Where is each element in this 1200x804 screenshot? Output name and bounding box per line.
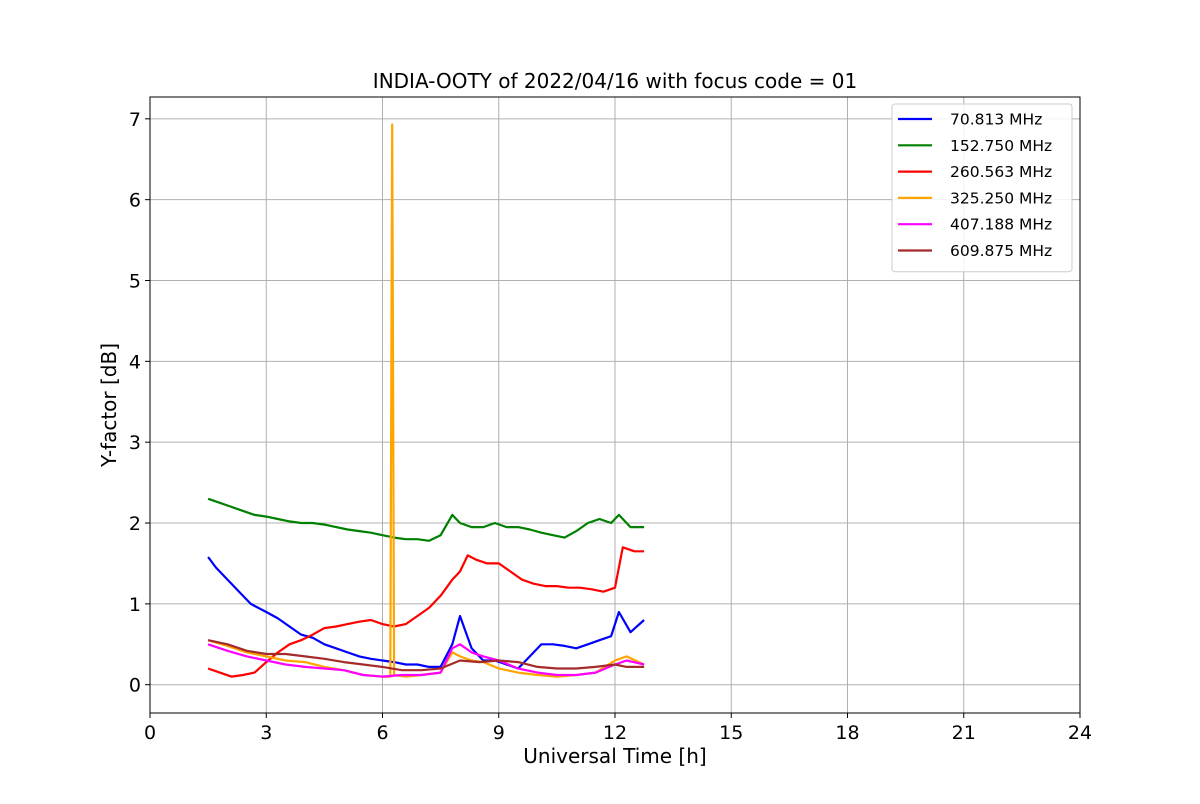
y-tick-label: 1 <box>129 594 141 616</box>
y-tick-label: 4 <box>129 351 141 373</box>
x-tick-label: 9 <box>493 722 505 744</box>
legend-label: 152.750 MHz <box>950 137 1052 155</box>
x-axis-label: Universal Time [h] <box>523 744 706 768</box>
y-tick-label: 0 <box>129 675 141 697</box>
x-tick-label: 0 <box>144 722 156 744</box>
y-tick-label: 2 <box>129 513 141 535</box>
y-tick-label: 5 <box>129 271 141 293</box>
series-line-2 <box>207 546 645 678</box>
y-tick-label: 7 <box>129 109 141 131</box>
legend-label: 609.875 MHz <box>950 242 1052 260</box>
series-line-4 <box>207 643 645 678</box>
x-tick-label: 12 <box>603 722 627 744</box>
legend-label: 407.188 MHz <box>950 216 1052 234</box>
x-tick-label: 3 <box>260 722 272 744</box>
legend-label: 70.813 MHz <box>950 111 1042 129</box>
legend-box <box>891 103 1073 273</box>
y-tick-label: 6 <box>129 190 141 212</box>
x-tick-label: 6 <box>376 722 388 744</box>
y-tick-label: 3 <box>129 432 141 454</box>
series-line-1 <box>207 497 645 542</box>
series-line-0 <box>207 556 645 670</box>
legend: 70.813 MHz 152.750 MHz 260.563 MHz 325.250 … <box>891 103 1073 273</box>
legend-label: 325.250 MHz <box>950 189 1052 207</box>
x-tick-label: 18 <box>835 722 859 744</box>
series-line-3 <box>207 123 645 678</box>
chart-title: INDIA-OOTY of 2022/04/16 with focus code… <box>373 69 857 93</box>
legend-label: 260.563 MHz <box>950 163 1052 181</box>
y-axis-label: Y-factor [dB] <box>97 343 121 468</box>
series-line-5 <box>207 639 645 672</box>
x-tick-label: 15 <box>719 722 743 744</box>
x-tick-label: 24 <box>1068 722 1092 744</box>
series-lines <box>207 123 645 678</box>
x-tick-label: 21 <box>952 722 976 744</box>
